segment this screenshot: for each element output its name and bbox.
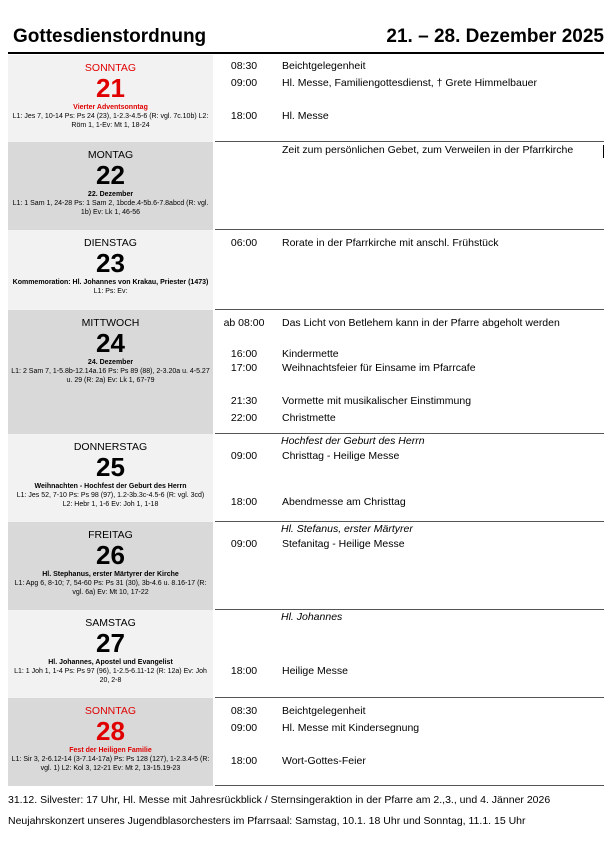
page-title: Gottesdienstordnung bbox=[13, 26, 207, 47]
event-time: 08:30 bbox=[230, 705, 258, 717]
day-cell: DONNERSTAG 25 Weihnachten - Hochfest der… bbox=[8, 434, 213, 522]
feast-name: 24. Dezember bbox=[87, 359, 134, 366]
divider bbox=[215, 309, 604, 310]
day-cell: SONNTAG 28 Fest der Heiligen Familie L1:… bbox=[8, 698, 213, 786]
event-title: Christtag - Heilige Messe bbox=[282, 450, 400, 462]
event-title: Hl. Messe bbox=[282, 110, 329, 122]
event-time: 18:00 bbox=[230, 110, 258, 122]
day-row: DIENSTAG 23 Kommemoration: Hl. Johannes … bbox=[8, 230, 604, 310]
day-number: 22 bbox=[96, 160, 125, 190]
event-title: Heilige Messe bbox=[282, 665, 348, 677]
event-title: Kindermette bbox=[282, 348, 339, 360]
event-title: Das Licht von Betlehem kann in der Pfarr… bbox=[282, 317, 560, 329]
day-number: 21 bbox=[96, 73, 125, 103]
date-range: 21. – 28. Dezember 2025 bbox=[386, 26, 604, 47]
weekday: DIENSTAG bbox=[84, 237, 137, 249]
event-title: Weihnachtsfeier für Einsame im Pfarrcafe bbox=[282, 362, 476, 374]
readings: L1: 1 Sam 1, 24-28 Ps: 1 Sam 2, 1bcde.4-… bbox=[12, 200, 209, 216]
footer-note: Neujahrskonzert unseres Jugendblasorches… bbox=[8, 815, 526, 827]
event-time: 18:00 bbox=[230, 665, 258, 677]
divider bbox=[215, 697, 604, 698]
event-time: 17:00 bbox=[230, 362, 258, 374]
day-number: 23 bbox=[96, 248, 125, 278]
day-cell: SAMSTAG 27 Hl. Johannes, Apostel und Eva… bbox=[8, 610, 213, 698]
event-title: Abendmesse am Christtag bbox=[282, 496, 406, 508]
event-title: Stefanitag - Heilige Messe bbox=[282, 538, 405, 550]
day-row: MONTAG 22 22. Dezember L1: 1 Sam 1, 24-2… bbox=[8, 142, 604, 230]
day-row: SONNTAG 21 Vierter Adventsonntag L1: Jes… bbox=[8, 55, 604, 142]
day-row: SAMSTAG 27 Hl. Johannes, Apostel und Eva… bbox=[8, 610, 604, 698]
feast-name: Hl. Johannes, Apostel und Evangelist bbox=[48, 659, 173, 666]
day-row: FREITAG 26 Hl. Stephanus, erster Märtyre… bbox=[8, 522, 604, 610]
day-number: 25 bbox=[96, 452, 125, 482]
feast-name: Hl. Stephanus, erster Märtyrer der Kirch… bbox=[42, 571, 179, 578]
day-row: SONNTAG 28 Fest der Heiligen Familie L1:… bbox=[8, 698, 604, 786]
event-time: 21:30 bbox=[230, 395, 258, 407]
text-cursor bbox=[603, 145, 604, 158]
day-number: 28 bbox=[96, 716, 125, 746]
event-title: Hl. Messe, Familiengottesdienst, † Grete… bbox=[282, 77, 538, 89]
divider bbox=[215, 609, 604, 610]
event-time: 16:00 bbox=[230, 348, 258, 360]
event-title: Rorate in der Pfarrkirche mit anschl. Fr… bbox=[282, 237, 499, 249]
event-time: 08:30 bbox=[230, 60, 258, 72]
feast-name: Kommemoration: Hl. Johannes von Krakau, … bbox=[12, 279, 209, 286]
divider bbox=[215, 229, 604, 230]
event-time: 18:00 bbox=[230, 496, 258, 508]
weekday: MONTAG bbox=[87, 149, 134, 161]
event-title: Christmette bbox=[282, 412, 336, 424]
event-title: Hl. Messe mit Kindersegnung bbox=[282, 722, 420, 734]
weekday: FREITAG bbox=[88, 529, 133, 541]
day-row: DONNERSTAG 25 Weihnachten - Hochfest der… bbox=[8, 434, 604, 522]
readings: L1: Sir 3, 2-6.12-14 (3-7.14-17a) Ps: Ps… bbox=[11, 756, 210, 772]
day-row: MITTWOCH 24 24. Dezember L1: 2 Sam 7, 1-… bbox=[8, 310, 604, 434]
divider bbox=[215, 141, 604, 142]
event-time: 18:00 bbox=[230, 755, 258, 767]
divider bbox=[8, 52, 604, 54]
day-cell: FREITAG 26 Hl. Stephanus, erster Märtyre… bbox=[8, 522, 213, 610]
event-time: 06:00 bbox=[230, 237, 258, 249]
readings: L1: Jes 52, 7-10 Ps: Ps 98 (97), 1.2-3b.… bbox=[16, 492, 205, 508]
event-time: 09:00 bbox=[230, 77, 258, 89]
event-time: 22:00 bbox=[230, 412, 258, 424]
event-title: Wort-Gottes-Feier bbox=[282, 755, 366, 767]
readings: L1: Jes 7, 10-14 Ps: Ps 24 (23), 1-2.3-4… bbox=[12, 113, 209, 129]
feast-name: Vierter Adventsonntag bbox=[73, 104, 148, 111]
day-cell: DIENSTAG 23 Kommemoration: Hl. Johannes … bbox=[8, 230, 213, 310]
event-time: 09:00 bbox=[230, 450, 258, 462]
day-number: 27 bbox=[96, 628, 125, 658]
weekday: SONNTAG bbox=[84, 705, 137, 717]
divider bbox=[215, 521, 604, 522]
liturgical-heading: Hl. Stefanus, erster Märtyrer bbox=[281, 523, 413, 535]
event-title: Zeit zum persönlichen Gebet, zum Verweil… bbox=[282, 144, 574, 156]
day-number: 24 bbox=[96, 328, 125, 358]
weekday: SONNTAG bbox=[84, 62, 137, 74]
liturgical-heading: Hl. Johannes bbox=[281, 611, 343, 623]
footer-note: 31.12. Silvester: 17 Uhr, Hl. Messe mit … bbox=[8, 794, 551, 806]
day-cell: MONTAG 22 22. Dezember L1: 1 Sam 1, 24-2… bbox=[8, 142, 213, 230]
readings: L1: Ps: Ev: bbox=[93, 288, 128, 295]
event-title: Vormette mit musikalischer Einstimmung bbox=[282, 395, 472, 407]
weekday: DONNERSTAG bbox=[73, 441, 148, 453]
divider bbox=[215, 433, 604, 434]
divider bbox=[215, 785, 604, 786]
readings: L1: 1 Joh 1, 1-4 Ps: Ps 97 (96), 1-2.5-6… bbox=[14, 668, 207, 684]
readings: L1: 2 Sam 7, 1-5.8b-12.14a.16 Ps: Ps 89 … bbox=[11, 368, 210, 384]
weekday: SAMSTAG bbox=[85, 617, 136, 629]
weekday: MITTWOCH bbox=[81, 317, 140, 329]
event-time: ab 08:00 bbox=[223, 317, 265, 329]
day-number: 26 bbox=[96, 540, 125, 570]
readings: L1: Apg 6, 8-10; 7, 54-60 Ps: Ps 31 (30)… bbox=[14, 580, 207, 596]
day-cell: SONNTAG 21 Vierter Adventsonntag L1: Jes… bbox=[8, 55, 213, 142]
event-time: 09:00 bbox=[230, 538, 258, 550]
feast-name: 22. Dezember bbox=[87, 191, 134, 198]
feast-name: Fest der Heiligen Familie bbox=[69, 747, 152, 754]
feast-name: Weihnachten - Hochfest der Geburt des He… bbox=[34, 483, 187, 490]
event-time: 09:00 bbox=[230, 722, 258, 734]
day-cell: MITTWOCH 24 24. Dezember L1: 2 Sam 7, 1-… bbox=[8, 310, 213, 434]
liturgical-heading: Hochfest der Geburt des Herrn bbox=[281, 435, 425, 447]
event-title: Beichtgelegenheit bbox=[282, 705, 366, 717]
event-title: Beichtgelegenheit bbox=[282, 60, 366, 72]
